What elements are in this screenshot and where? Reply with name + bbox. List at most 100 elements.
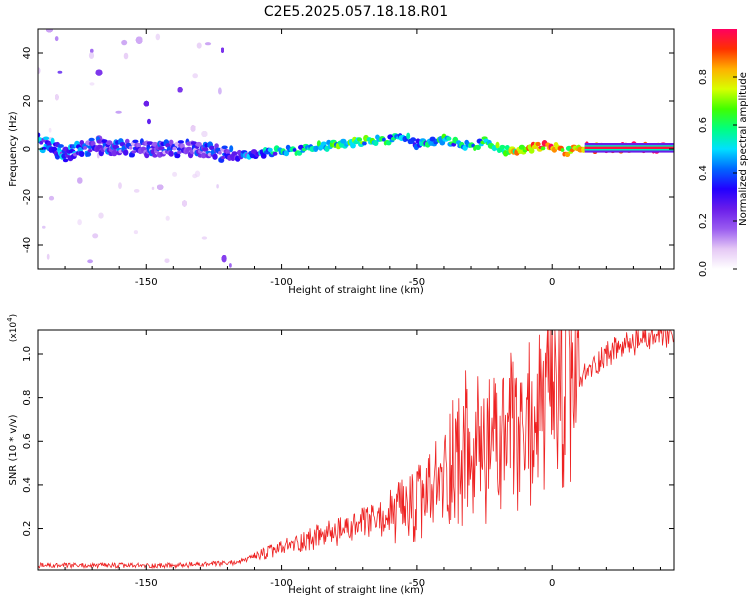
spectrogram-ridge-cell [499, 144, 506, 150]
spectrogram-noise-cell [98, 212, 104, 219]
spectrogram-noise-cell [89, 82, 95, 86]
spectrogram-noise-cell [88, 52, 95, 59]
spectrogram-noise-cell [229, 263, 232, 268]
snr-x-tick-label: 0 [549, 578, 555, 589]
spectrogram-ridge-cell [446, 136, 452, 141]
spectrogram-noise-cell [190, 125, 196, 132]
spectrogram-ridge-cell [62, 158, 69, 163]
spectrogram-ridge-cell [195, 141, 202, 147]
spectrogram-y-tick-label: 20 [22, 95, 33, 108]
spectrogram-ridge-cell [320, 141, 327, 146]
snr-x-tick-label: -50 [409, 578, 425, 589]
snr-marks [38, 330, 674, 570]
snr-plot-area [38, 330, 674, 570]
spectrogram-noise-cell [151, 186, 155, 190]
spectrogram-ridge-cell [202, 147, 209, 152]
spectrogram-ridge-cell [250, 149, 258, 155]
spectrogram-noise-cell [172, 171, 178, 177]
spectrogram-ridge-cell [168, 150, 174, 157]
spectrogram-ridge-cell [88, 137, 95, 142]
spectrogram-ridge-cell [112, 144, 120, 150]
spectrogram-noise-cell [216, 184, 219, 189]
spectrogram-ridge-cell [123, 149, 129, 156]
spectrogram-ridge-cell [540, 146, 546, 151]
spectrogram-noise-cell [38, 67, 41, 75]
spectrogram-noise-cell [201, 131, 208, 137]
colorbar-tick-label: 0.0 [698, 261, 709, 277]
spectrogram-noise-cell [177, 87, 183, 93]
spectrogram-noise-cell [48, 127, 52, 133]
spectrogram-ridge-cell [209, 145, 215, 151]
spectrogram-ridge-cell [125, 138, 130, 144]
spectrogram-ridge-cell [57, 144, 64, 148]
snr-y-tick-label: 0.2 [22, 521, 33, 537]
spectrogram-ridge-cell [283, 150, 290, 157]
spectrogram-noise-cell [55, 94, 59, 101]
spectrogram-ridge-cell [495, 141, 500, 149]
spectrogram-panel: -150 -100 -50 0 -40 -20 0 20 40 Height of straig… [8, 28, 675, 296]
spectrogram-ridge-cell [340, 138, 347, 144]
spectrogram-ridge-cell [176, 150, 182, 154]
spectrogram-ridge-cell [231, 151, 238, 156]
snr-y-label: SNR (10 * v/v) [8, 414, 19, 485]
spectrogram-ridge-cell [292, 148, 297, 152]
spectrogram-noise-cell [133, 230, 138, 235]
spectrogram-ridge-cell [152, 153, 158, 158]
figure-title: C2E5.2025.057.18.18.R01 [264, 4, 448, 20]
spectrogram-noise-cell [46, 253, 50, 260]
spectrogram-noise-cell [204, 42, 212, 46]
spectrogram-noise-cell [118, 182, 122, 190]
spectrogram-ridge-cell [362, 141, 367, 146]
spectrogram-noise-cell [92, 233, 99, 239]
spectrogram-ridge-cell [350, 142, 356, 149]
colorbar-tick-label: 0.2 [698, 213, 709, 229]
spectrogram-noise-cell [48, 195, 55, 201]
snr-frame [37, 329, 675, 571]
spectrogram-ridge-cell [528, 147, 535, 154]
spectrogram-noise-cell [192, 73, 198, 79]
spectrogram-ridge-cell [39, 140, 44, 145]
spectrogram-ridge-cell [504, 145, 510, 151]
spectrogram-y-tick-label: 0 [22, 146, 33, 152]
spectrogram-y-label: Frequency (Hz) [8, 111, 19, 187]
spectrogram-dominant-line [584, 146, 674, 149]
spectrogram-ridge-cell [168, 139, 174, 145]
spectrogram-noise-cell [87, 259, 93, 264]
spectrogram-ridge-cell [535, 141, 541, 147]
spectrogram-ridge-cell [218, 150, 222, 155]
spectrogram-noise-cell [221, 255, 227, 263]
spectrogram-ridge-cell [475, 144, 481, 150]
spectrogram-x-tick-label: -50 [409, 277, 425, 288]
spectrogram-ridge-cell [177, 140, 184, 144]
spectrogram-ridge-cell [212, 153, 218, 160]
spectrogram-y-tick-label: -40 [22, 237, 33, 253]
spectrogram-ridge-cell [174, 153, 181, 159]
spectrogram-ridge-cell [131, 150, 137, 154]
spectrogram-ridge-cell [260, 153, 267, 159]
spectrogram-noise-cell [147, 118, 151, 125]
snr-series-line [38, 330, 674, 570]
spectrogram-ridge-cell [190, 141, 198, 146]
spectrogram-noise-cell [157, 184, 164, 190]
snr-y-tick-label: 0.8 [22, 390, 33, 406]
spectrogram-ridge-cell [373, 140, 379, 146]
spectrogram-ridge-cell [111, 150, 118, 157]
colorbar-tick-label: 0.8 [698, 69, 709, 85]
spectrogram-ridge-cell [38, 132, 41, 138]
spectrogram-x-tick-label: 0 [549, 277, 555, 288]
spectrogram-ridge-cell [146, 141, 154, 146]
spectrogram-noise-cell [218, 87, 222, 95]
spectrogram-noise-cell [221, 47, 224, 53]
spectrogram-axes: -150 -100 -50 0 -40 -20 0 20 40 [22, 29, 674, 288]
spectrogram-noise-cell [123, 52, 129, 60]
spectrogram-noise-cell [54, 36, 59, 42]
spectrogram-noise-cell [77, 219, 82, 226]
colorbar: 0.0 0.2 0.4 0.6 0.8 Normalized spectral ampl… [698, 29, 749, 277]
spectrogram-x-tick-label: -150 [135, 277, 158, 288]
spectrogram-ridge-cell [356, 137, 363, 142]
colorbar-label: Normalized spectral amplitude [738, 72, 749, 226]
spectrogram-ridge-cell [85, 151, 92, 157]
spectrogram-noise-cell [182, 200, 187, 207]
spectrogram-ridge-cell [229, 145, 234, 153]
spectrogram-x-label: Height of straight line (km) [288, 285, 424, 296]
